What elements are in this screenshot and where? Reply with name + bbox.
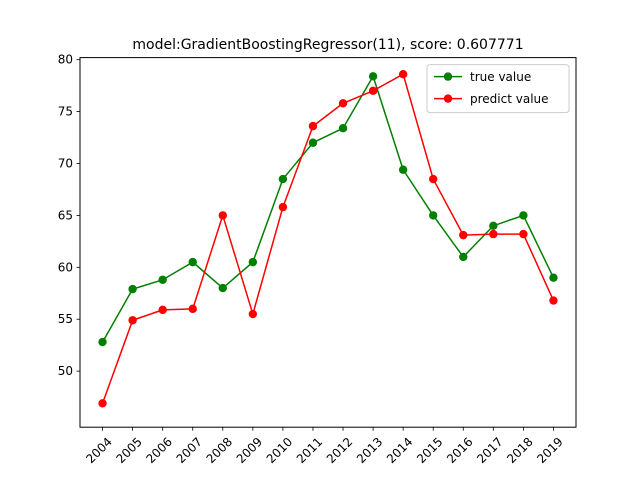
series-line xyxy=(101,75,555,343)
chart-title: model:GradientBoostingRegressor(11), sco… xyxy=(132,37,523,53)
data-point xyxy=(338,123,348,133)
data-point xyxy=(158,305,167,315)
y-axis: 50 55 60 65 70 75 80 xyxy=(58,53,80,378)
data-point xyxy=(278,174,288,184)
data-point xyxy=(278,202,288,212)
data-point xyxy=(308,138,318,147)
data-point xyxy=(98,337,107,347)
plot-frame xyxy=(79,57,577,428)
series-layer xyxy=(98,70,558,408)
data-point xyxy=(459,230,468,240)
legend-box xyxy=(426,64,570,114)
data-point xyxy=(218,283,227,293)
legend-label: predict value xyxy=(470,92,549,106)
data-point xyxy=(368,72,378,81)
series-2 xyxy=(98,70,558,408)
data-point xyxy=(308,121,318,131)
data-point xyxy=(398,165,408,174)
data-point xyxy=(429,174,438,184)
y-tick-label: 80 xyxy=(58,53,73,67)
data-point xyxy=(368,86,378,96)
y-tick-label: 60 xyxy=(58,260,73,274)
data-point xyxy=(158,275,167,284)
y-tick-label: 75 xyxy=(58,105,73,119)
legend-marker xyxy=(443,72,453,81)
legend-entry: true value xyxy=(434,70,531,84)
legend: true value predict value xyxy=(426,64,570,114)
series-line xyxy=(101,73,555,404)
data-point xyxy=(459,252,468,262)
series-1 xyxy=(98,72,558,347)
data-point xyxy=(519,211,528,220)
data-point xyxy=(549,296,558,305)
legend-marker xyxy=(443,94,453,103)
data-point xyxy=(188,304,197,314)
y-tick-label: 50 xyxy=(58,364,73,378)
y-tick-label: 65 xyxy=(58,208,73,222)
data-point xyxy=(489,221,498,230)
y-tick-label: 55 xyxy=(58,312,73,326)
data-point xyxy=(218,211,227,220)
data-point xyxy=(338,99,348,108)
data-point xyxy=(188,257,197,267)
data-point xyxy=(128,284,137,294)
data-point xyxy=(429,211,438,220)
data-point xyxy=(398,70,408,79)
legend-entry: predict value xyxy=(434,92,549,106)
data-point xyxy=(248,309,258,319)
data-point xyxy=(248,257,258,267)
data-point xyxy=(98,399,107,408)
y-tick-label: 70 xyxy=(58,156,73,170)
data-point xyxy=(549,273,558,282)
data-point xyxy=(128,316,137,325)
legend-label: true value xyxy=(470,70,531,84)
data-point xyxy=(489,229,498,239)
data-point xyxy=(519,229,528,239)
